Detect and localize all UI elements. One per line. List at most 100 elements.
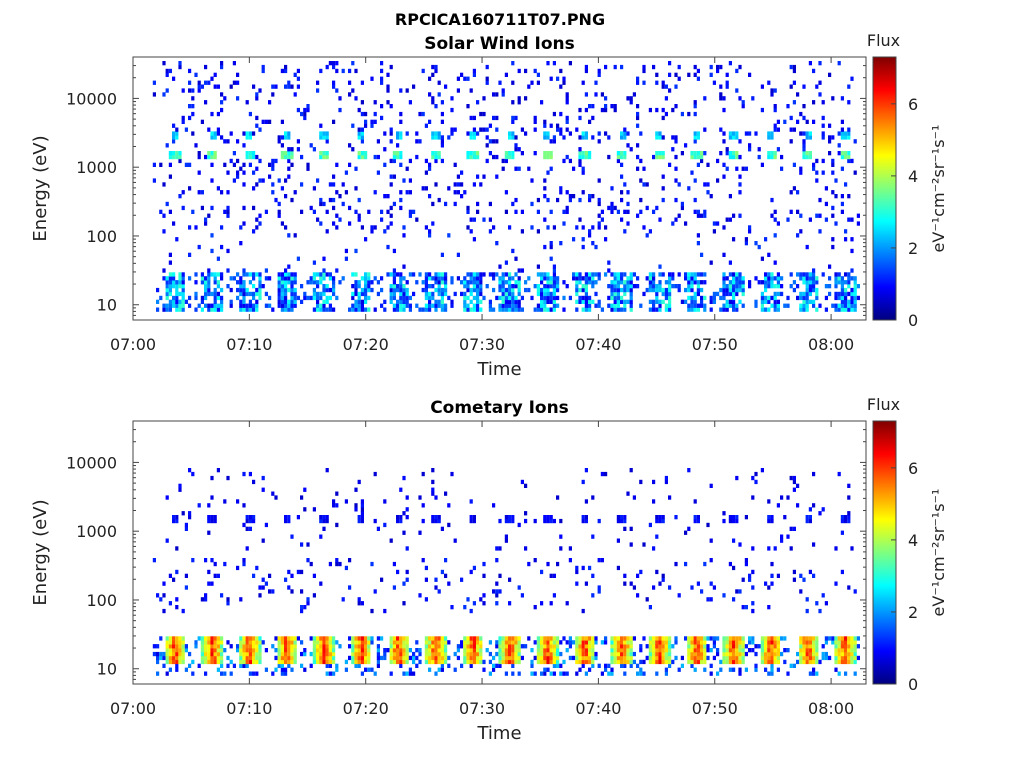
heatmap-cell	[741, 100, 745, 105]
heatmap-cell	[300, 569, 304, 575]
heatmap-cell	[543, 244, 547, 250]
heatmap-cell	[693, 135, 697, 140]
heatmap-cell	[776, 307, 780, 312]
heatmap-cell	[626, 299, 630, 304]
heatmap-cell	[655, 640, 659, 645]
heatmap-cell	[424, 123, 428, 128]
heatmap-cell	[543, 518, 547, 524]
heatmap-cell	[687, 644, 691, 649]
heatmap-cell	[700, 651, 704, 657]
heatmap-cell	[332, 503, 336, 508]
heatmap-cell	[165, 655, 169, 661]
heatmap-cell	[466, 295, 470, 301]
heatmap-cell	[735, 640, 739, 645]
heatmap-cell	[725, 655, 729, 661]
heatmap-cell	[789, 663, 793, 668]
heatmap-cell	[799, 276, 803, 281]
heatmap-cell	[834, 581, 838, 586]
heatmap-cell	[648, 307, 652, 312]
heatmap-cell	[805, 608, 809, 614]
heatmap-cell	[636, 166, 640, 171]
heatmap-cell	[687, 648, 691, 653]
heatmap-cell	[591, 299, 595, 304]
heatmap-cell	[664, 291, 668, 297]
heatmap-cell	[476, 644, 480, 649]
heatmap-cell	[728, 651, 732, 657]
heatmap-cell	[754, 471, 758, 477]
heatmap-cell	[517, 291, 521, 297]
heatmap-cell	[296, 84, 300, 89]
heatmap-cell	[728, 284, 732, 289]
heatmap-cell	[463, 655, 467, 661]
heatmap-cell	[501, 655, 505, 661]
heatmap-cell	[360, 111, 364, 117]
heatmap-cell	[479, 659, 483, 665]
heatmap-cell	[389, 284, 393, 289]
heatmap-cell	[748, 577, 752, 582]
heatmap-cell	[434, 644, 438, 649]
heatmap-cell	[431, 276, 435, 281]
heatmap-cell	[360, 507, 364, 512]
heatmap-cell	[210, 272, 214, 277]
heatmap-cell	[805, 597, 809, 602]
heatmap-cell	[709, 295, 713, 301]
heatmap-cell	[565, 127, 569, 132]
heatmap-cell	[152, 178, 156, 183]
heatmap-cell	[770, 561, 774, 567]
heatmap-cell	[789, 84, 793, 89]
heatmap-cell	[767, 276, 771, 281]
heatmap-cell	[536, 307, 540, 312]
heatmap-cell	[639, 209, 643, 214]
heatmap-cell	[511, 651, 515, 657]
heatmap-cell	[677, 272, 681, 277]
heatmap-cell	[511, 135, 515, 140]
heatmap-cell	[802, 636, 806, 641]
heatmap-cell	[354, 96, 358, 101]
heatmap-cell	[543, 644, 547, 649]
heatmap-cell	[300, 640, 304, 645]
heatmap-cell	[735, 475, 739, 481]
heatmap-cell	[824, 284, 828, 289]
heatmap-cell	[732, 538, 736, 543]
x-tick-label: 07:40	[575, 699, 621, 718]
heatmap-cell	[194, 72, 198, 77]
heatmap-cell	[780, 495, 784, 500]
heatmap-cell	[796, 503, 800, 508]
heatmap-cell	[178, 280, 182, 285]
heatmap-cell	[847, 299, 851, 304]
heatmap-cell	[319, 581, 323, 586]
heatmap-cell	[620, 280, 624, 285]
heatmap-cell	[808, 276, 812, 281]
heatmap-cell	[284, 299, 288, 304]
heatmap-cell	[191, 671, 195, 676]
heatmap-cell	[844, 295, 848, 301]
heatmap-cell	[223, 162, 227, 167]
heatmap-cell	[719, 64, 723, 70]
heatmap-cell	[847, 636, 851, 641]
heatmap-cell	[792, 287, 796, 293]
heatmap-cell	[588, 303, 592, 308]
heatmap-cell	[485, 143, 489, 148]
heatmap-cell	[389, 295, 393, 301]
heatmap-cell	[517, 640, 521, 645]
heatmap-cell	[696, 287, 700, 293]
heatmap-cell	[389, 139, 393, 144]
heatmap-cell	[284, 68, 288, 74]
heatmap-cell	[812, 119, 816, 124]
heatmap-cell	[392, 655, 396, 661]
heatmap-cell	[658, 581, 662, 586]
heatmap-cell	[674, 154, 678, 160]
heatmap-cell	[623, 135, 627, 140]
heatmap-cell	[284, 515, 288, 520]
heatmap-cell	[834, 272, 838, 277]
heatmap-cell	[815, 601, 819, 606]
heatmap-cell	[466, 303, 470, 308]
heatmap-cell	[741, 287, 745, 293]
heatmap-cell	[709, 260, 713, 265]
heatmap-cell	[690, 644, 694, 649]
heatmap-cell	[581, 287, 585, 293]
heatmap-cell	[527, 276, 531, 281]
heatmap-cell	[248, 671, 252, 676]
heatmap-cell	[517, 166, 521, 171]
heatmap-cell	[335, 295, 339, 301]
